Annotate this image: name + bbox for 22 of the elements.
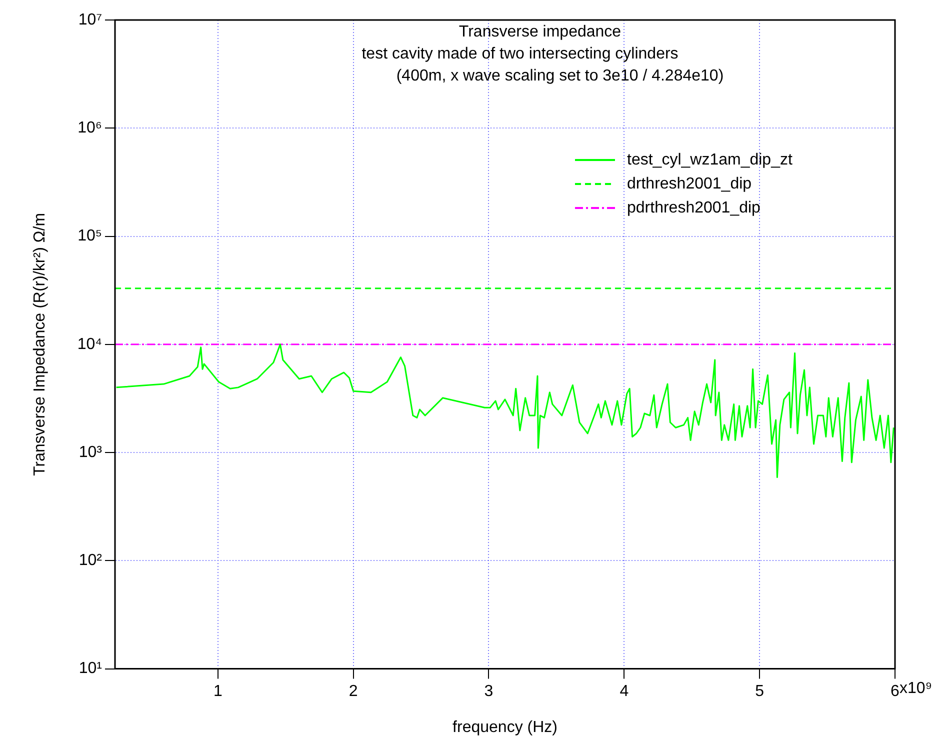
annotation: (400m, x wave scaling set to 3e10 / 4.284e10) [396, 67, 724, 84]
y-tick-label: 10³ [78, 444, 103, 461]
x-tick-label: 5 [755, 682, 764, 700]
text: test cavity made of two intersecting cylinders [362, 45, 678, 62]
y-tick-label: 10⁶ [78, 120, 102, 137]
y-axis-title: Transverse Impedance (R(r)/kr²) Ω/m [31, 212, 48, 476]
x-axis-title: frequency (Hz) [452, 719, 558, 736]
x-tick-label: 2 [348, 682, 358, 700]
legend-label: pdrthresh2001_dip [627, 199, 761, 216]
legend-label: drthresh2001_dip [627, 175, 752, 192]
x-tick-label: 1 [213, 682, 222, 700]
x-tick-label: 6 [890, 682, 900, 700]
y-tick-label: 10¹ [78, 660, 102, 678]
y-tick-label: 10⁵ [78, 228, 102, 245]
y-tick-label: 10⁴ [77, 336, 102, 353]
text: x10⁹ [899, 680, 932, 698]
x-tick-label: 4 [620, 682, 629, 700]
y-tick-label: 10² [78, 552, 103, 570]
legend-label: test_cyl_wz1am_dip_zt [627, 151, 793, 168]
chart-title: Transverse impedance [458, 23, 622, 40]
y-tick-label: 10⁷ [78, 11, 102, 28]
x-tick-label: 3 [484, 682, 494, 700]
